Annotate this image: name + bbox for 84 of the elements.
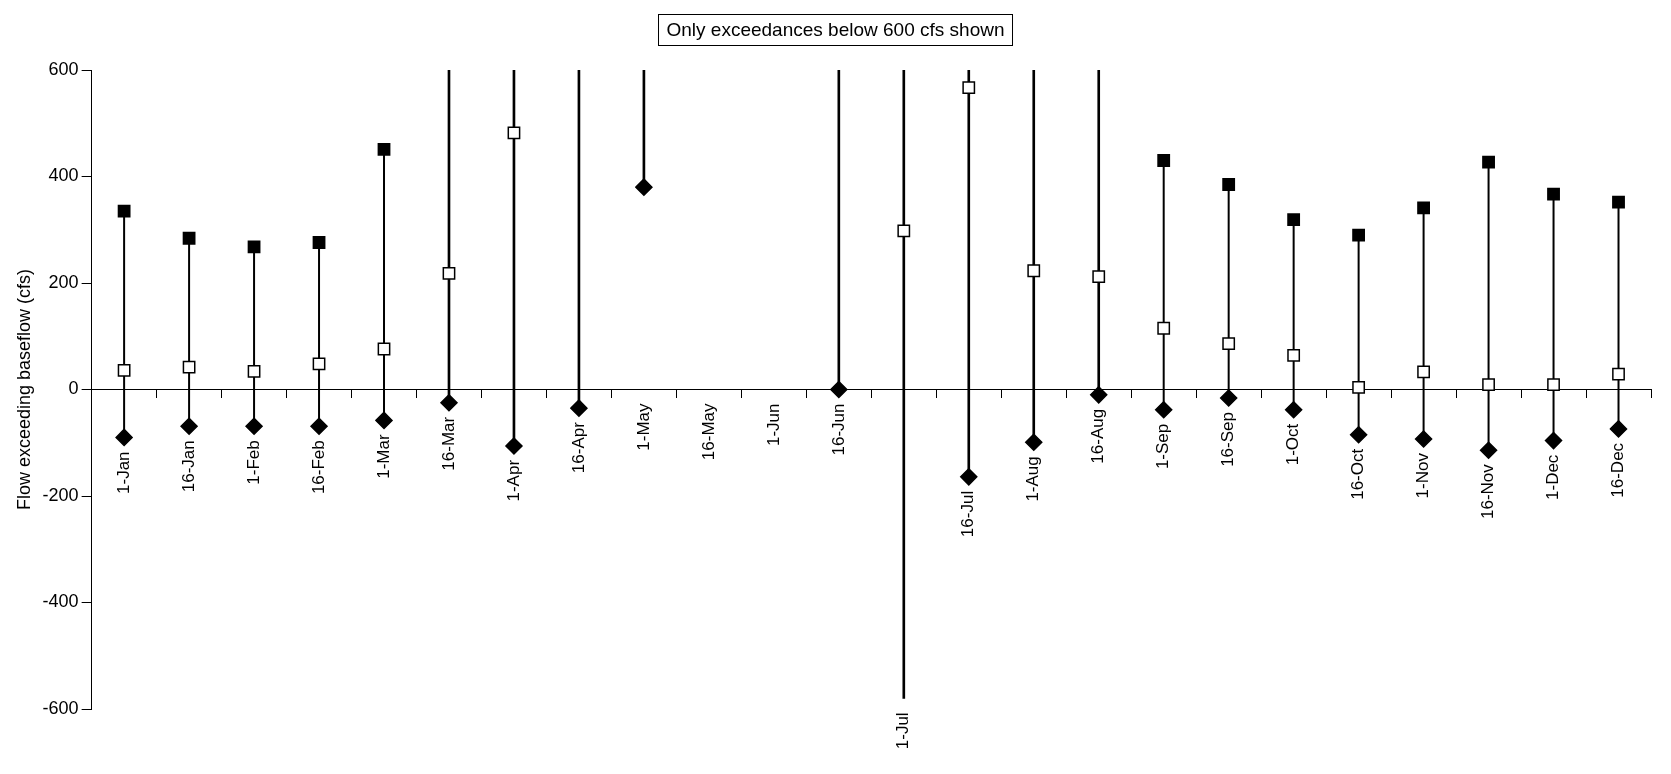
x-tick-label: 16-Dec: [1608, 442, 1628, 498]
point: [1352, 380, 1366, 394]
point: [1349, 426, 1368, 444]
point: [1544, 431, 1563, 450]
point: [1222, 337, 1236, 351]
x-tick-label: 16-Aug: [1088, 408, 1108, 464]
y-tick-label: 400: [48, 165, 79, 186]
point: [1352, 228, 1366, 242]
x-tick-label: 16-Mar: [438, 416, 458, 471]
point: [1287, 213, 1301, 227]
point: [1089, 386, 1108, 404]
point: [312, 236, 326, 249]
point: [310, 417, 328, 435]
point: [1609, 420, 1628, 438]
y-tick-label: 200: [48, 271, 79, 292]
y-tick-label: 0: [68, 378, 79, 399]
point: [1222, 178, 1236, 191]
point: [1414, 430, 1433, 448]
x-tick-label: 16-Jun: [828, 403, 848, 456]
x-tick-label: 16-Apr: [568, 421, 588, 474]
point: [115, 428, 133, 447]
point: [180, 417, 198, 435]
point: [247, 364, 261, 378]
point: [505, 437, 523, 455]
point: [377, 142, 391, 156]
point: [1417, 365, 1430, 379]
point: [247, 240, 261, 254]
point: [1157, 321, 1171, 335]
y-axis-title: Flow exceeding baseflow (cfs): [13, 268, 34, 511]
point: [1284, 400, 1303, 419]
point: [1547, 187, 1560, 201]
point: [1025, 433, 1043, 451]
x-tick-label: 16-Jan: [178, 440, 198, 493]
x-tick-label: 1-Aug: [1023, 456, 1043, 502]
point: [570, 399, 588, 417]
x-tick-label: 1-Apr: [503, 459, 523, 502]
x-tick-label: 16-Jul: [958, 490, 978, 538]
x-tick-label: 1-Dec: [1543, 454, 1563, 500]
x-tick-label: 16-Nov: [1478, 463, 1498, 520]
y-tick-label: 600: [48, 58, 79, 79]
point: [1027, 264, 1041, 278]
point: [1417, 201, 1430, 215]
point: [897, 224, 911, 238]
point: [635, 178, 653, 196]
x-tick-label: 1-Nov: [1413, 452, 1433, 499]
x-tick-label: 16-May: [698, 403, 718, 461]
point: [1612, 195, 1625, 209]
point: [1154, 400, 1173, 419]
x-tick-label: 1-Mar: [373, 434, 393, 479]
x-tick-label: 1-Jul: [893, 712, 913, 750]
point: [830, 380, 848, 399]
x-tick-label: 16-Feb: [308, 440, 328, 495]
point: [1092, 270, 1106, 284]
text: Only exceedances below 600 cfs shown: [657, 14, 1014, 46]
x-tick-label: 1-May: [633, 403, 653, 451]
point: [1479, 441, 1498, 459]
point: [962, 81, 976, 94]
point: [117, 363, 131, 377]
point: [1157, 154, 1171, 167]
point: [1482, 378, 1495, 392]
point: [1612, 367, 1625, 381]
point: [442, 267, 456, 280]
x-tick-label: 1-Sep: [1153, 423, 1173, 470]
x-tick-label: 16-Oct: [1348, 448, 1368, 500]
point: [960, 468, 978, 486]
point: [245, 417, 263, 435]
point: [1287, 349, 1301, 362]
x-tick-label: 16-Sep: [1218, 412, 1238, 467]
x-tick-label: 1-Feb: [243, 440, 263, 485]
x-tick-label: 1-Jan: [113, 451, 133, 494]
point: [1219, 389, 1238, 407]
point: [1482, 155, 1495, 169]
point: [1547, 378, 1560, 392]
point: [375, 411, 393, 430]
point: [507, 126, 521, 140]
y-tick-label: -600: [42, 697, 79, 718]
point: [440, 394, 458, 412]
x-tick-label: 1-Jun: [763, 403, 783, 447]
x-tick-label: 1-Oct: [1283, 423, 1303, 466]
point: [117, 204, 131, 218]
point: [182, 360, 196, 374]
y-tick-label: -200: [42, 484, 79, 505]
y-tick-label: -400: [42, 591, 79, 612]
point: [182, 231, 196, 245]
